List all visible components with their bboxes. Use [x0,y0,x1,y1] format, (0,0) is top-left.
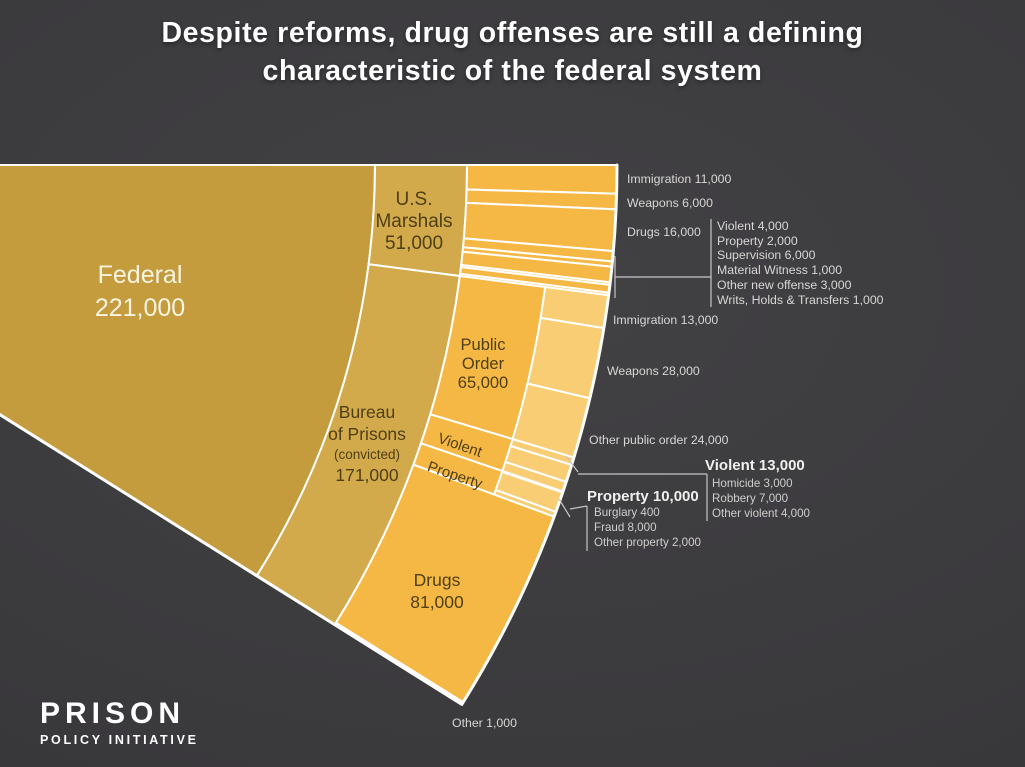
leader-bop-violent-group [565,455,708,521]
fan-outer-edge [0,163,619,706]
leader-bop-property-group [558,498,588,551]
chart-title-line-1: Despite reforms, drug offenses are still… [161,17,864,49]
callout-bop-property-1: Fraud 8,000 [594,521,657,534]
leader-usm-detained-group [614,219,712,307]
callout-leader-lines [558,219,712,551]
label-bop-3: (convicted) [334,447,400,462]
callout-bop-other-public-order: Other public order 24,000 [589,433,729,447]
logo-name: PRISON [40,697,186,730]
callout-bop-property-0: Burglary 400 [594,506,660,519]
label-drugs: Drugs [414,570,461,590]
callout-usm-drugs: Drugs 16,000 [627,225,701,239]
callout-bop-other: Other 1,000 [452,716,517,730]
callout-usm-detained-3: Material Witness 1,000 [717,263,842,277]
callout-bop-immigration: Immigration 13,000 [613,313,718,327]
callout-usm-weapons: Weapons 6,000 [627,196,713,210]
callout-usm-detained-5: Writs, Holds & Transfers 1,000 [717,293,884,307]
callout-bop-violent-2: Other violent 4,000 [712,507,810,520]
label-federal-value: 221,000 [95,294,185,322]
prison-policy-initiative-logo: PRISON POLICY INITIATIVE [40,697,199,748]
callout-usm-detained-2: Supervision 6,000 [717,248,816,262]
logo-tagline: POLICY INITIATIVE [40,733,199,747]
callout-usm-detained-1: Property 2,000 [717,234,798,248]
label-bop-value: 171,000 [335,465,399,485]
label-bop-2: of Prisons [328,424,406,444]
label-drugs-value: 81,000 [410,592,464,612]
callout-usm-detained-0: Violent 4,000 [717,219,789,233]
callout-bop-property-2: Other property 2,000 [594,536,701,549]
callout-usm-immigration: Immigration 11,000 [627,172,732,186]
label-federal: Federal [98,261,183,289]
callout-usm-detained-4: Other new offense 3,000 [717,278,852,292]
label-us-marshals-1: U.S. [396,189,433,210]
callout-bop-violent-0: Homicide 3,000 [712,477,793,490]
chart-title: Despite reforms, drug offenses are still… [0,14,1025,90]
label-public-order-1: Public [461,336,506,354]
label-bop-1: Bureau [339,402,395,422]
label-public-order-value: 65,000 [458,374,508,392]
chart-title-line-2: characteristic of the federal system [262,55,763,87]
label-us-marshals-2: Marshals [375,211,452,232]
label-us-marshals-value: 51,000 [385,233,443,254]
callout-bop-violent-header: Violent 13,000 [705,457,805,474]
callout-bop-weapons: Weapons 28,000 [607,364,700,378]
callout-bop-property-header: Property 10,000 [587,488,699,505]
fan-wedges [0,163,619,706]
label-public-order-2: Order [462,355,505,373]
callout-bop-violent-1: Robbery 7,000 [712,492,788,505]
